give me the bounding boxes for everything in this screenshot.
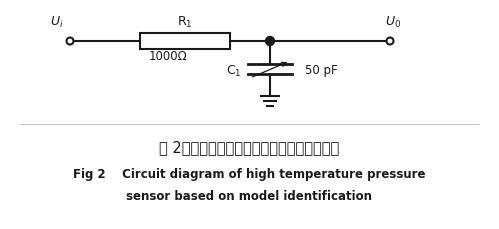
Bar: [140, 34, 230, 50]
Text: sensor based on model identification: sensor based on model identification: [126, 190, 372, 203]
Circle shape: [387, 38, 394, 45]
Text: 图 2　基于模型识别的高温压力传感器电路图: 图 2 基于模型识别的高温压力传感器电路图: [159, 140, 339, 155]
Text: 50 pF: 50 pF: [305, 64, 338, 77]
Text: 1000Ω: 1000Ω: [149, 50, 188, 63]
Text: $U_{0}$: $U_{0}$: [385, 14, 401, 29]
Text: C$_{1}$: C$_{1}$: [227, 63, 242, 78]
Text: Fig 2    Circuit diagram of high temperature pressure: Fig 2 Circuit diagram of high temperatur…: [73, 168, 425, 181]
Circle shape: [66, 38, 73, 45]
Circle shape: [265, 37, 274, 46]
Text: $U_{i}$: $U_{i}$: [50, 14, 64, 29]
Text: R$_{1}$: R$_{1}$: [177, 14, 193, 29]
